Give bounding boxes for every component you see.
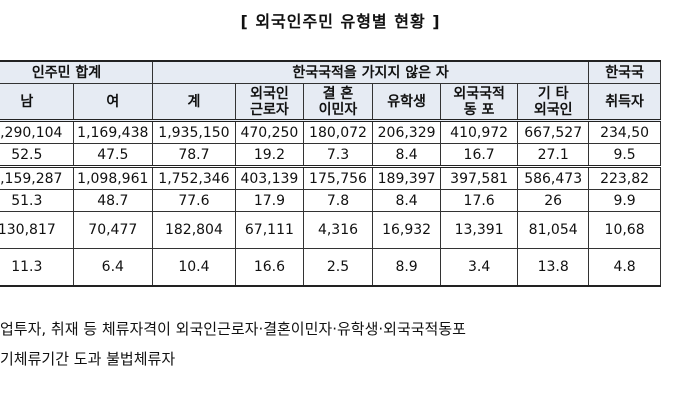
cell: 182,804: [151, 211, 236, 249]
data-row: 1,159,2871,098,9611,752,346403,139175,75…: [0, 166, 661, 190]
cell: 7.8: [302, 189, 374, 212]
column-header: 취득자: [588, 83, 661, 122]
cell: 67,111: [234, 211, 304, 249]
cell: 11.3: [0, 248, 74, 287]
cell: 47.5: [72, 143, 153, 168]
cell: 410,972: [440, 120, 519, 144]
cell: 10,68: [588, 211, 661, 249]
cell: 27.1: [517, 143, 590, 168]
cell: 586,473: [517, 166, 590, 190]
group-header: 한국국적을 가지지 않은 자: [151, 60, 590, 84]
cell: 1,935,150: [151, 120, 236, 144]
cell: 16,932: [372, 211, 442, 249]
column-header: 여: [72, 83, 153, 122]
group-header: 인주민 합계: [0, 60, 153, 84]
cell: 1,290,104: [0, 120, 74, 144]
column-header: 외국국적 동 포: [440, 83, 519, 122]
cell: 130,817: [0, 211, 74, 249]
cell: 667,527: [517, 120, 590, 144]
cell: 4.8: [588, 248, 661, 287]
column-header: 계: [151, 83, 236, 122]
cell: 9.5: [588, 143, 661, 168]
cell: 16.7: [440, 143, 519, 168]
cell: 470,250: [234, 120, 304, 144]
header-row: 인주민 합계 한국국적을 가지지 않은 자 한국국: [0, 60, 661, 84]
group-header: 한국국: [588, 60, 661, 84]
cell: 51.3: [0, 189, 74, 212]
cell: 19.2: [234, 143, 304, 168]
cell: 6.4: [72, 248, 153, 287]
cell: 1,752,346: [151, 166, 236, 190]
column-header: 외국인 근로자: [234, 83, 304, 122]
cell: 180,072: [302, 120, 374, 144]
cell: 2.5: [302, 248, 374, 287]
cell: 8.4: [372, 189, 442, 212]
footnote: 업투자, 취재 등 체류자격이 외국인근로자·결혼이민자·유학생·외국국적동포: [0, 320, 466, 338]
footnote: 기체류기간 도과 불법체류자: [0, 350, 176, 368]
cell: 17.9: [234, 189, 304, 212]
cell: 52.5: [0, 143, 74, 168]
cell: 206,329: [372, 120, 442, 144]
cell: 17.6: [440, 189, 519, 212]
cell: 13,391: [440, 211, 519, 249]
cell: 175,756: [302, 166, 374, 190]
cell: 1,169,438: [72, 120, 153, 144]
cell: 234,50: [588, 120, 661, 144]
cell: 9.9: [588, 189, 661, 212]
cell: 4,316: [302, 211, 374, 249]
cell: 8.9: [372, 248, 442, 287]
table-body: 인주민 합계 한국국적을 가지지 않은 자 한국국 남 여 계 외국인 근로자 결 혼 이민자…: [0, 60, 661, 287]
column-header: 유학생: [372, 83, 442, 122]
cell: 223,82: [588, 166, 661, 190]
column-header: 기 타 외국인: [517, 83, 590, 122]
column-header: 결 혼 이민자: [302, 83, 374, 122]
data-row: 130,817 70,477 182,804 67,111 4,316 16,932 13,…: [0, 211, 661, 249]
cell: 81,054: [517, 211, 590, 249]
cell: 77.6: [151, 189, 236, 212]
cell: 13.8: [517, 248, 590, 287]
cell: 78.7: [151, 143, 236, 168]
cell: 1,098,961: [72, 166, 153, 190]
cell: 16.6: [234, 248, 304, 287]
data-row: 51.3 48.7 77.6 17.9 7.8 8.4 17.6 26 9.9: [0, 189, 661, 212]
cell: 48.7: [72, 189, 153, 212]
cell: 7.3: [302, 143, 374, 168]
title: [ 외국인주민 유형별 현황 ]: [240, 12, 441, 31]
column-header: 남: [0, 83, 74, 122]
data-row: 11.3 6.4 10.4 16.6 2.5 8.9 3.4 13.8 4.8: [0, 248, 661, 287]
cell: 8.4: [372, 143, 442, 168]
cell: 1,159,287: [0, 166, 74, 190]
cell: 3.4: [440, 248, 519, 287]
cell: 70,477: [72, 211, 153, 249]
cell: 403,139: [234, 166, 304, 190]
table: 인주민 합계 한국국적을 가지지 않은 자 한국국 남 여 계 외국인 근로자 결 혼 이민자…: [0, 60, 661, 287]
data-row: 1,290,1041,169,4381,935,150470,250180,07…: [0, 120, 661, 144]
cell: 26: [517, 189, 590, 212]
cell: 397,581: [440, 166, 519, 190]
cell: 189,397: [372, 166, 442, 190]
cell: 10.4: [151, 248, 236, 287]
data-row: 52.5 47.5 78.7 19.2 7.3 8.4 16.7 27.1 9.5: [0, 143, 661, 168]
